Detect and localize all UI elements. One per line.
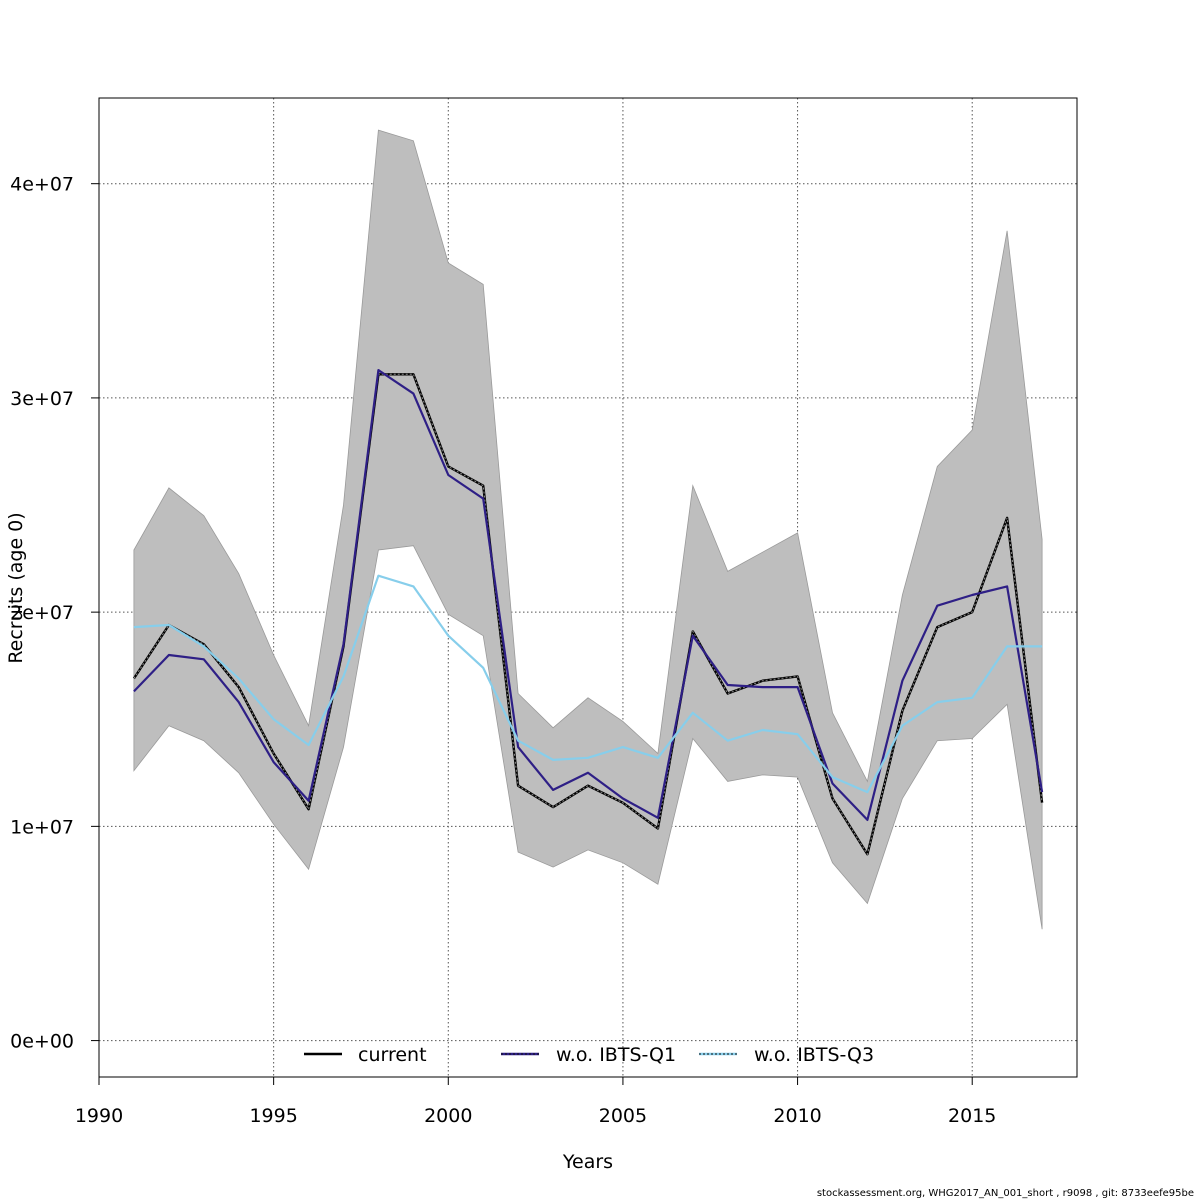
y-tick-label-1: 1e+07 [10,816,74,838]
legend: current w.o. IBTS-Q1 w.o. IBTS-Q3 [304,1044,874,1066]
x-axis-title: Years [562,1151,613,1173]
x-tick-label-2010: 2010 [773,1105,821,1127]
series-line-1 [132,373,1044,856]
legend-label-1: current [358,1044,427,1066]
x-tick-label-1995: 1995 [249,1105,297,1127]
y-axis-title: Recruits (age 0) [5,512,27,663]
y-tick-label-4: 4e+07 [10,174,74,196]
x-tick-label-1990: 1990 [75,1105,123,1127]
confidence-band-layer [133,129,1043,930]
footer-credit: stockassessment.org, WHG2017_AN_001_shor… [816,1188,1194,1199]
x-tick-label-2000: 2000 [424,1105,472,1127]
series-layer [132,369,1044,856]
y-axis: 0e+00 1e+07 2e+07 3e+07 4e+07 [10,174,100,1053]
series-line-2 [133,369,1044,822]
y-tick-label-0: 0e+00 [10,1031,74,1053]
y-tick-label-3: 3e+07 [10,388,74,410]
series-line-3 [133,574,1043,794]
legend-label-3: w.o. IBTS-Q3 [754,1044,874,1066]
x-tick-label-2005: 2005 [599,1105,647,1127]
confidence-band [133,129,1043,930]
x-axis: 1990 1995 2000 2005 2010 2015 [75,1076,996,1127]
y-tick-label-2: 2e+07 [10,602,74,624]
x-tick-label-2015: 2015 [948,1105,996,1127]
legend-label-2: w.o. IBTS-Q1 [556,1044,676,1066]
